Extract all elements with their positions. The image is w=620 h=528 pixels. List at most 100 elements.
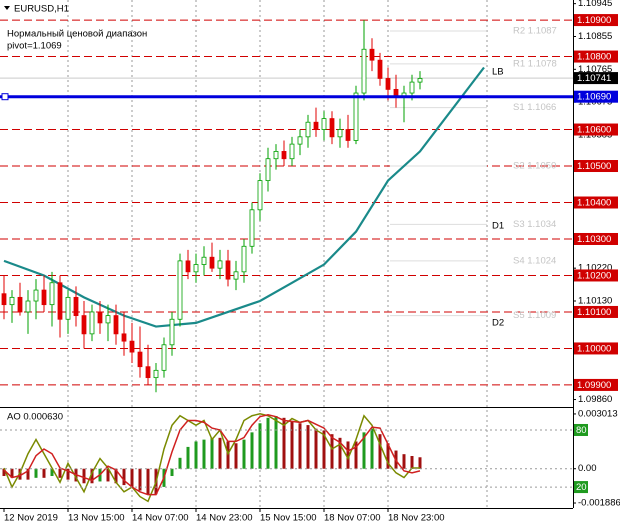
ao-bar bbox=[258, 423, 262, 469]
current-price-box bbox=[574, 72, 618, 85]
candle-body bbox=[289, 143, 295, 160]
ao-bar bbox=[178, 457, 182, 469]
ao-bar bbox=[354, 441, 358, 469]
candle-body bbox=[241, 245, 247, 273]
candle-body bbox=[265, 158, 271, 182]
pivot-marker bbox=[1, 93, 9, 101]
ao-bar bbox=[2, 468, 6, 476]
candle-body bbox=[137, 351, 143, 368]
candle-body bbox=[297, 136, 303, 145]
ao-bar bbox=[122, 468, 126, 486]
ao-bar bbox=[82, 468, 86, 484]
ao-bar bbox=[330, 434, 334, 469]
level-label: 1.10200 bbox=[577, 270, 611, 281]
candle-body bbox=[377, 59, 383, 79]
level-label: 1.10600 bbox=[577, 125, 611, 136]
candle-body bbox=[105, 315, 111, 324]
level-label-box bbox=[574, 305, 618, 318]
candle-body bbox=[417, 78, 423, 83]
ao-bar bbox=[346, 441, 350, 469]
level-label: 1.10400 bbox=[577, 198, 611, 209]
pivot-level-label: S3 1.1034 bbox=[513, 219, 556, 230]
x-tick-label: 12 Nov 2019 bbox=[4, 513, 58, 524]
ao-bar bbox=[106, 468, 110, 482]
ao-bar bbox=[50, 468, 54, 476]
candle-body bbox=[97, 311, 103, 324]
pivot-level-label: S4 1.1024 bbox=[513, 255, 556, 266]
ao-bar bbox=[378, 434, 382, 469]
ao-bar bbox=[234, 443, 238, 469]
ao-bar bbox=[194, 441, 198, 469]
candle-body bbox=[233, 271, 239, 280]
level-label-box bbox=[574, 196, 618, 209]
candle-body bbox=[89, 311, 95, 335]
level-label-box bbox=[574, 123, 618, 136]
ao-bar bbox=[306, 425, 310, 469]
pivot-level-label: S1 1.1066 bbox=[513, 102, 556, 113]
candle-body bbox=[129, 340, 135, 353]
x-tick-label: 18 Nov 07:00 bbox=[324, 513, 381, 524]
pivot-level-label: R1 1.1078 bbox=[513, 58, 557, 69]
ao-bar bbox=[202, 439, 206, 469]
candle-body bbox=[385, 78, 391, 90]
y-tick-label: -0.001886 bbox=[578, 498, 620, 509]
candle-body bbox=[353, 92, 359, 141]
level-label: 1.10800 bbox=[577, 52, 611, 63]
x-tick-label: 15 Nov 15:00 bbox=[260, 513, 317, 524]
candle-body bbox=[49, 282, 55, 306]
candle-body bbox=[81, 315, 87, 335]
current-price-label: 1.10741 bbox=[577, 73, 611, 84]
y-tick-label: 0.00 bbox=[578, 463, 597, 474]
candle-body bbox=[73, 296, 79, 317]
y-tick-label: 1.09860 bbox=[578, 394, 612, 405]
pivot-label-box bbox=[574, 90, 618, 103]
candle-body bbox=[153, 369, 159, 379]
candle-body bbox=[121, 333, 127, 342]
candle-body bbox=[201, 256, 207, 265]
candle-body bbox=[161, 344, 167, 371]
candle-body bbox=[369, 48, 375, 61]
annotation: pivot=1.1069 bbox=[7, 41, 62, 52]
candle-body bbox=[57, 282, 63, 320]
ao-bar bbox=[170, 468, 174, 476]
candle-body bbox=[321, 118, 327, 130]
candle-body bbox=[273, 151, 279, 160]
ao-bar bbox=[186, 446, 190, 469]
ao-bar bbox=[314, 428, 318, 469]
level-label-box bbox=[574, 378, 618, 391]
candle-body bbox=[305, 121, 311, 138]
candle-body bbox=[17, 296, 23, 313]
candle-body bbox=[313, 121, 319, 130]
candle-body bbox=[25, 300, 31, 313]
candle-body bbox=[409, 81, 415, 94]
level-label: 1.10300 bbox=[577, 234, 611, 245]
level-label-box bbox=[574, 269, 618, 282]
y-tick-label: 1.10945 bbox=[578, 0, 612, 9]
y-tick-label: 1.10220 bbox=[578, 263, 612, 274]
ao-bar bbox=[58, 468, 62, 478]
ao-bar bbox=[210, 437, 214, 469]
ao-bar bbox=[90, 468, 94, 484]
y2-tick-label: 20 bbox=[576, 482, 587, 493]
ao-bar bbox=[418, 457, 422, 469]
x-tick-label: 13 Nov 15:00 bbox=[68, 513, 125, 524]
y-tick-label: 0.003013 bbox=[578, 408, 618, 419]
candle-body bbox=[345, 129, 351, 141]
candle-body bbox=[337, 129, 343, 138]
level-label-box bbox=[574, 14, 618, 27]
candle-body bbox=[249, 209, 255, 247]
ao-bar bbox=[114, 468, 118, 484]
moving-average bbox=[3, 66, 485, 328]
level-label-box bbox=[574, 232, 618, 245]
candle-body bbox=[217, 260, 223, 269]
y-tick-label: 1.10855 bbox=[578, 31, 612, 42]
x-tick-label: 18 Nov 23:00 bbox=[388, 513, 445, 524]
ao-bar bbox=[402, 454, 406, 469]
channel-label: D1 bbox=[492, 221, 504, 232]
ao-bar bbox=[26, 468, 30, 480]
ao-bar bbox=[130, 468, 134, 487]
chart-title: EURUSD,H1 bbox=[14, 4, 69, 15]
channel-label: D2 bbox=[492, 318, 504, 329]
